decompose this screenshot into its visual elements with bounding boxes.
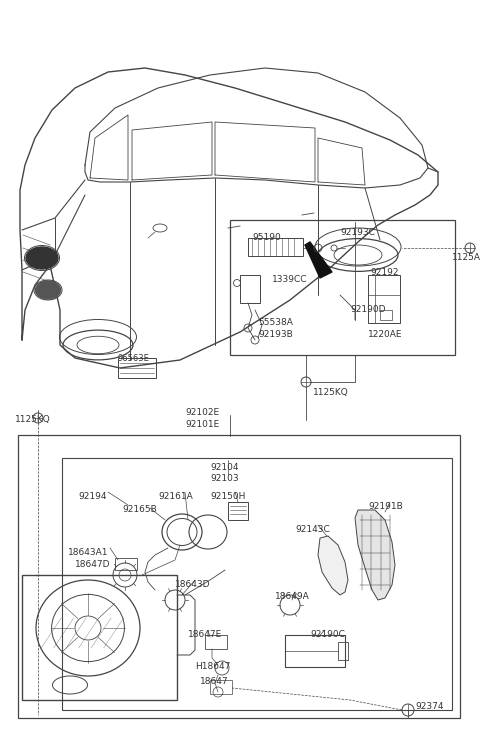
Text: 92191B: 92191B	[368, 502, 403, 511]
Ellipse shape	[36, 281, 60, 299]
Text: 1339CC: 1339CC	[272, 275, 308, 284]
Polygon shape	[305, 242, 332, 278]
Text: 92104: 92104	[210, 463, 239, 472]
Text: 18647E: 18647E	[188, 630, 222, 639]
Text: 18643D: 18643D	[175, 580, 211, 589]
Bar	[230, 220, 455, 355]
Bar	[115, 558, 137, 570]
Text: 18643A1: 18643A1	[68, 548, 108, 557]
Bar	[368, 275, 400, 323]
Bar	[22, 575, 177, 700]
Polygon shape	[318, 536, 348, 595]
Bar	[380, 310, 392, 320]
Text: 18647D: 18647D	[75, 560, 110, 569]
Text: 55538A: 55538A	[258, 318, 293, 327]
Text: 92190C: 92190C	[310, 630, 345, 639]
Text: 95190: 95190	[252, 233, 281, 242]
Bar	[205, 635, 227, 649]
Text: 92143C: 92143C	[295, 525, 330, 534]
Text: H18647: H18647	[195, 662, 230, 671]
Text: 1220AE: 1220AE	[368, 330, 403, 339]
Text: 92194: 92194	[78, 492, 107, 501]
Text: 92101E: 92101E	[185, 420, 219, 429]
Text: 1125AE: 1125AE	[452, 253, 480, 262]
Text: 92150H: 92150H	[210, 492, 245, 501]
Text: 92103: 92103	[210, 474, 239, 483]
Text: 92190D: 92190D	[350, 305, 385, 314]
Text: 1125KQ: 1125KQ	[15, 415, 51, 424]
Text: 92102E: 92102E	[185, 408, 219, 417]
Text: 92193C: 92193C	[340, 228, 375, 237]
Bar	[228, 502, 248, 520]
Text: 92161A: 92161A	[158, 492, 193, 501]
Bar	[248, 238, 303, 256]
Text: 18649A: 18649A	[275, 592, 310, 601]
Bar	[18, 435, 460, 718]
Text: 92165B: 92165B	[122, 505, 157, 514]
Ellipse shape	[26, 247, 58, 269]
Bar	[210, 680, 232, 694]
Text: 92193B: 92193B	[258, 330, 293, 339]
Polygon shape	[355, 510, 395, 600]
Text: 96563E: 96563E	[118, 354, 150, 363]
Text: 1125KQ: 1125KQ	[313, 388, 349, 397]
Text: 92192: 92192	[370, 268, 398, 277]
Bar	[338, 642, 348, 660]
Text: 18647: 18647	[200, 677, 228, 686]
Bar	[240, 275, 260, 303]
Bar	[62, 458, 452, 710]
Bar	[118, 358, 156, 378]
Text: 92374: 92374	[415, 702, 444, 711]
Bar	[285, 635, 345, 667]
